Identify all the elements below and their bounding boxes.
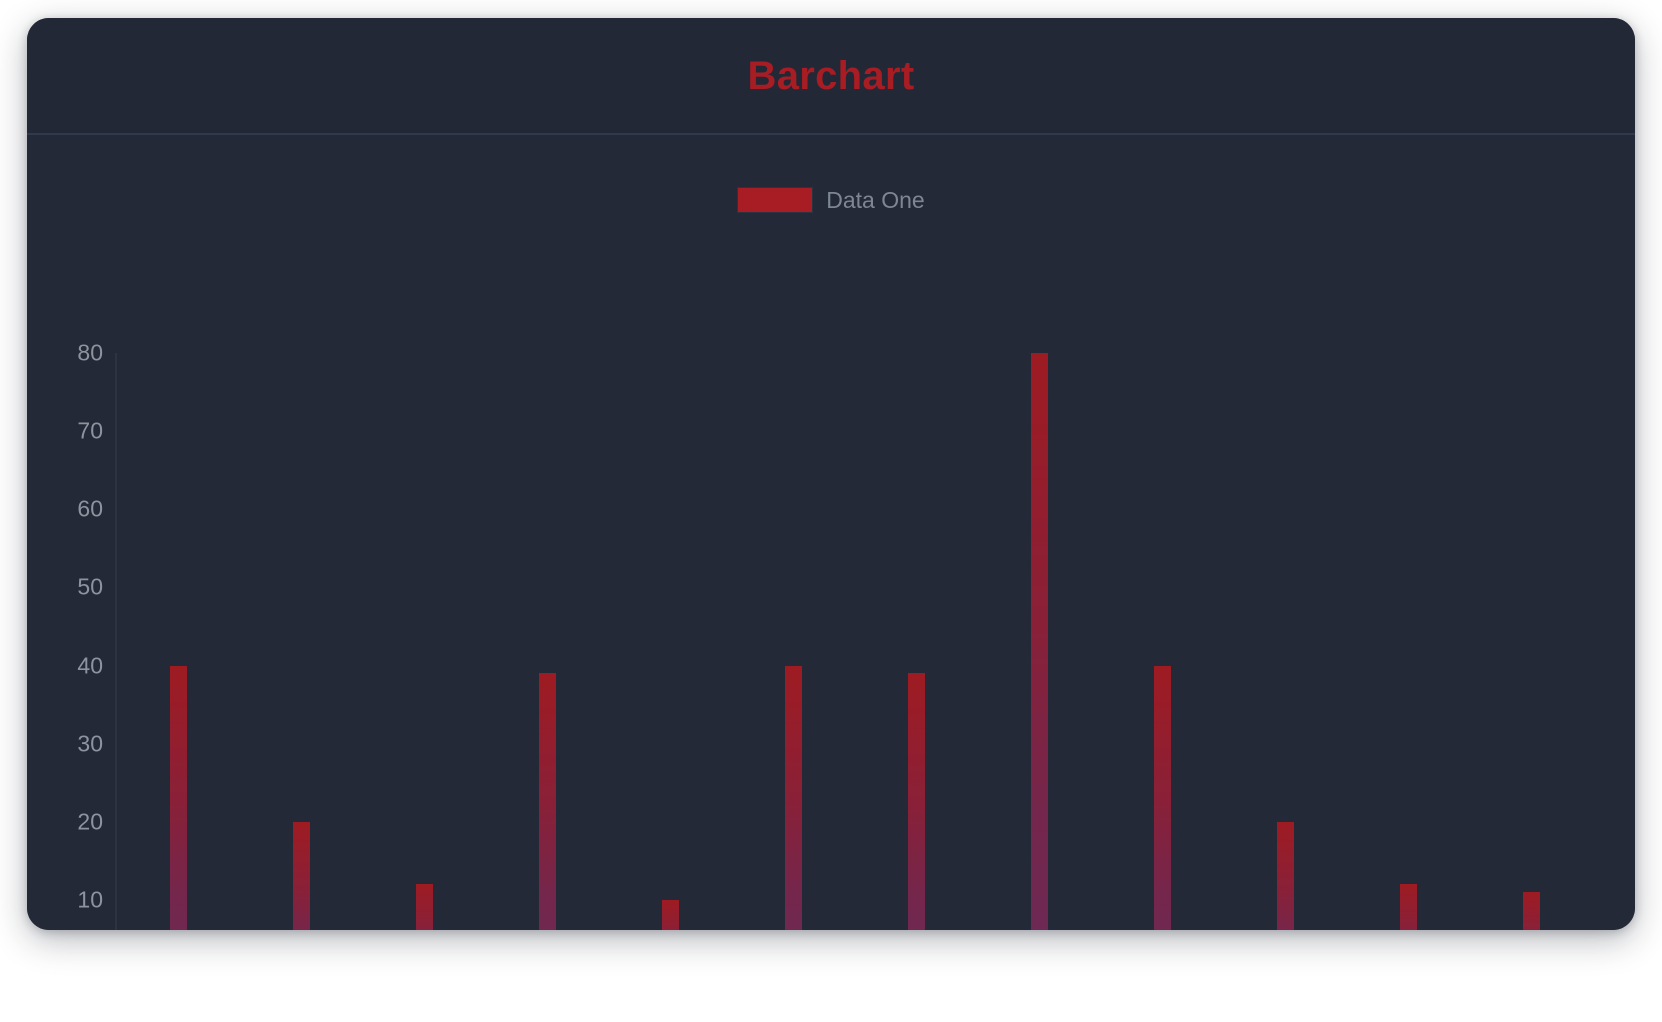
bar-slot (117, 353, 240, 930)
page-title: Barchart (747, 53, 915, 98)
y-axis-tick-label: 20 (77, 808, 103, 835)
bar-slot (240, 353, 363, 930)
bar[interactable] (416, 884, 433, 930)
bar-slot (855, 353, 978, 930)
plot-area: 01020304050607080 JanuaryFebruaryMarchAp… (27, 135, 1635, 930)
card-header: Barchart (27, 18, 1635, 135)
bar-slot (1470, 353, 1593, 930)
y-axis-tick-label: 60 (77, 495, 103, 522)
bar[interactable] (662, 899, 679, 930)
y-axis-line (115, 353, 117, 930)
bar[interactable] (1400, 884, 1417, 930)
legend-item-data-one[interactable]: Data One (737, 186, 925, 213)
y-axis-tick-label: 10 (77, 886, 103, 913)
bar-slot (732, 353, 855, 930)
bar[interactable] (539, 673, 556, 930)
bar[interactable] (293, 821, 310, 930)
bar-series-data-one (117, 353, 1593, 930)
bar[interactable] (1523, 892, 1540, 930)
bar-slot (486, 353, 609, 930)
bar-slot (978, 353, 1101, 930)
bar[interactable] (170, 665, 187, 930)
y-axis-tick-label: 50 (77, 573, 103, 600)
bar[interactable] (1031, 353, 1048, 930)
bar-slot (1347, 353, 1470, 930)
bar-slot (1224, 353, 1347, 930)
chart-legend: Data One (27, 187, 1635, 213)
y-axis-tick-label: 30 (77, 730, 103, 757)
y-axis-tick-label: 70 (77, 417, 103, 444)
bar-slot (609, 353, 732, 930)
card-body: Data One 01020304050607080 JanuaryFebrua… (27, 135, 1635, 930)
bar[interactable] (785, 665, 802, 930)
chart-card: Barchart Data One 01020304050607080 Janu… (27, 18, 1635, 930)
bar-slot (1101, 353, 1224, 930)
legend-swatch-icon (737, 187, 814, 213)
legend-item-label: Data One (826, 186, 925, 213)
bar[interactable] (1277, 821, 1294, 930)
bar[interactable] (908, 673, 925, 930)
y-axis-tick-label: 80 (77, 339, 103, 366)
y-axis-ticks: 01020304050607080 (27, 135, 103, 930)
y-axis-tick-label: 40 (77, 652, 103, 678)
bar[interactable] (1154, 665, 1171, 930)
bar-slot (363, 353, 486, 930)
